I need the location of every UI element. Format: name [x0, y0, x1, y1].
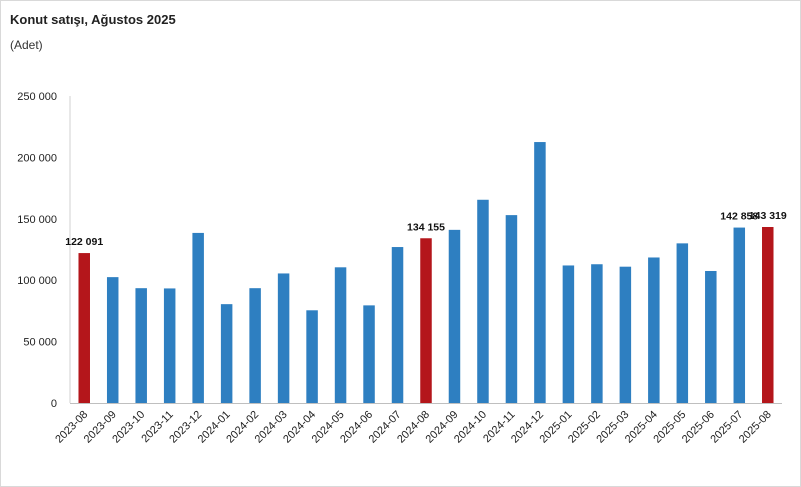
bar	[106, 277, 119, 403]
chart-title: Konut satışı, Ağustos 2025	[10, 12, 176, 27]
bar	[505, 215, 518, 403]
bar	[391, 247, 404, 403]
y-tick-label: 150 000	[17, 214, 57, 226]
bar	[249, 288, 261, 403]
bar	[733, 227, 746, 403]
bar	[363, 305, 375, 403]
bar	[534, 142, 546, 404]
data-label: 142 858	[720, 211, 758, 223]
y-tick-label: 0	[51, 398, 57, 410]
bar	[648, 257, 660, 403]
bar	[420, 238, 432, 403]
bar	[78, 253, 90, 403]
bar	[277, 273, 290, 403]
data-label: 122 091	[65, 236, 103, 248]
bar	[477, 199, 489, 403]
bar	[163, 288, 176, 403]
bar	[220, 304, 233, 403]
bar	[591, 264, 603, 403]
y-tick-label: 250 000	[17, 91, 57, 103]
data-label: 143 319	[749, 210, 787, 222]
y-axis-unit-label: (Adet)	[10, 38, 43, 52]
bar	[135, 288, 147, 403]
y-tick-label: 50 000	[23, 337, 57, 349]
bar	[619, 266, 632, 403]
bar	[705, 270, 717, 403]
y-tick-label: 100 000	[17, 275, 57, 287]
bar	[192, 232, 204, 403]
y-tick-label: 200 000	[17, 152, 57, 164]
bar	[448, 229, 461, 403]
bar	[306, 310, 318, 403]
bar	[334, 267, 347, 403]
data-label: 134 155	[407, 221, 445, 233]
bar	[676, 243, 689, 403]
bar	[762, 227, 774, 403]
bar	[562, 265, 575, 403]
